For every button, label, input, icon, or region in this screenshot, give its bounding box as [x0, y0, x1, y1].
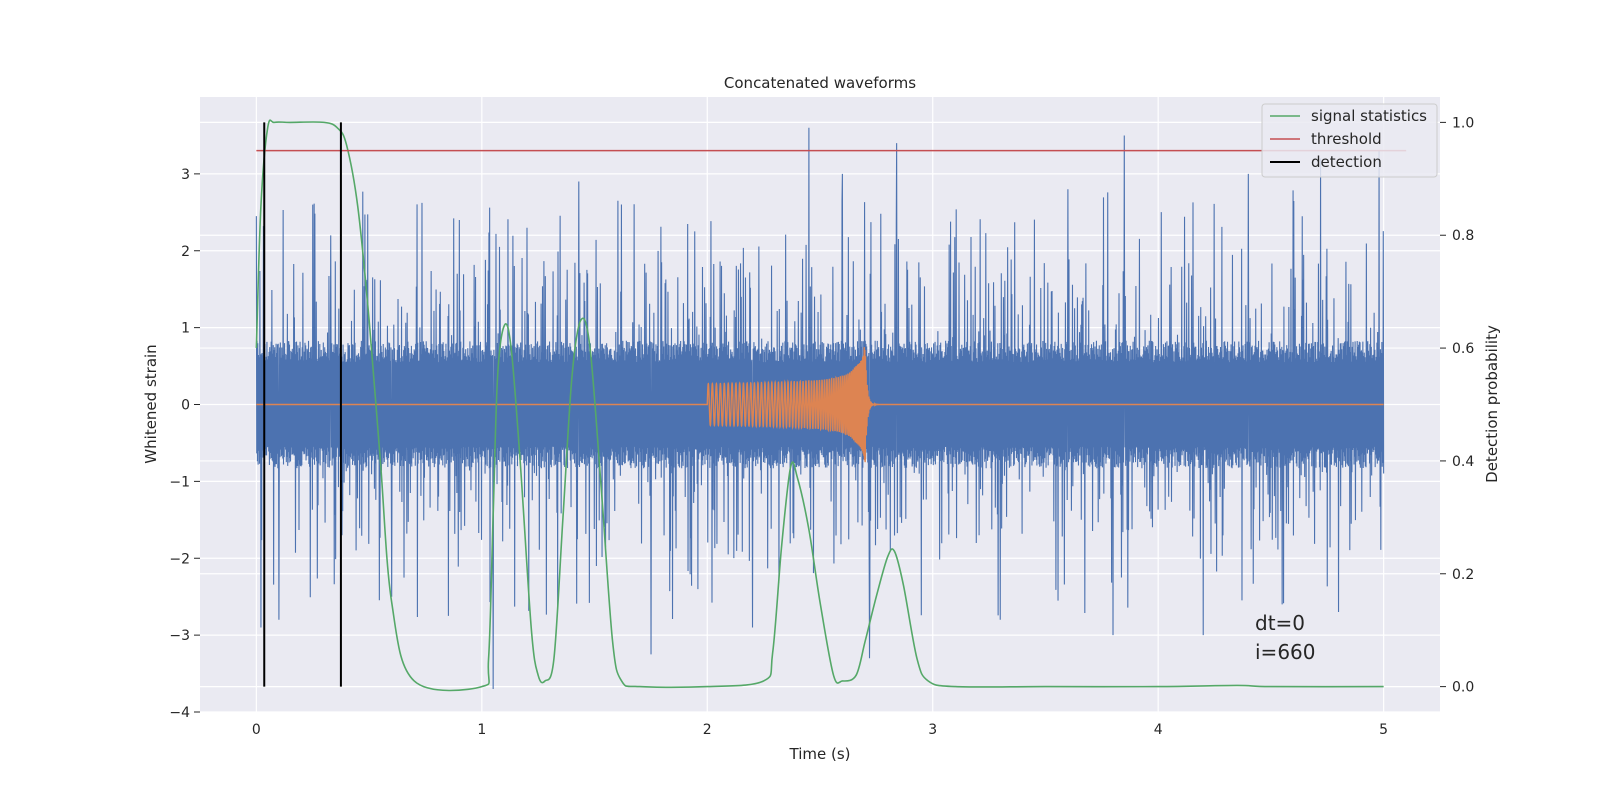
y-tick-label: 2 — [181, 244, 190, 260]
injection-series — [256, 347, 1384, 463]
y-tick-label: −1 — [169, 474, 190, 490]
y2-tick-label: 1.0 — [1452, 115, 1474, 131]
legend-detection-label: detection — [1311, 153, 1382, 171]
x-tick-label: 1 — [477, 722, 486, 738]
x-axis-label: Time (s) — [789, 745, 851, 763]
legend-box — [1261, 103, 1438, 178]
chart-title: Concatenated waveforms — [724, 74, 916, 92]
y2-tick-label: 0.8 — [1452, 228, 1474, 244]
y2-axis-label: Detection probability — [1483, 325, 1501, 483]
detection-series — [263, 122, 342, 687]
annotation-dt: dt=0 — [1255, 611, 1305, 635]
legend-threshold-label: threshold — [1311, 130, 1382, 148]
axis-ticks: 0 1 2 3 4 5 −4 −3 −2 −1 0 1 2 3 0.0 0.2 0.4 0.6 0.8 1.0 — [169, 115, 1474, 738]
y2-tick-label: 0.4 — [1452, 454, 1474, 470]
x-tick-label: 2 — [703, 722, 712, 738]
y-tick-label: 0 — [181, 398, 190, 414]
y-tick-label: −4 — [169, 705, 190, 721]
x-tick-label: 4 — [1154, 722, 1163, 738]
y2-tick-label: 0.0 — [1452, 680, 1474, 696]
y2-tick-label: 0.6 — [1452, 341, 1474, 357]
x-tick-label: 0 — [252, 722, 261, 738]
y-tick-label: 1 — [181, 321, 190, 337]
x-tick-label: 3 — [928, 722, 937, 738]
legend: signal statistics threshold detection — [1261, 103, 1438, 178]
injection-line — [256, 347, 1384, 463]
y-tick-label: 3 — [181, 167, 190, 183]
y-axis-label: Whitened strain — [142, 344, 160, 463]
legend-signal-statistics-label: signal statistics — [1311, 107, 1427, 125]
y-tick-label: −2 — [169, 551, 190, 567]
x-tick-label: 5 — [1379, 722, 1388, 738]
y-tick-label: −3 — [169, 628, 190, 644]
y2-tick-label: 0.2 — [1452, 567, 1474, 583]
signal-statistics-series — [255, 119, 1384, 692]
annotation-i: i=660 — [1255, 640, 1316, 664]
signal-statistics-line — [255, 119, 1384, 692]
